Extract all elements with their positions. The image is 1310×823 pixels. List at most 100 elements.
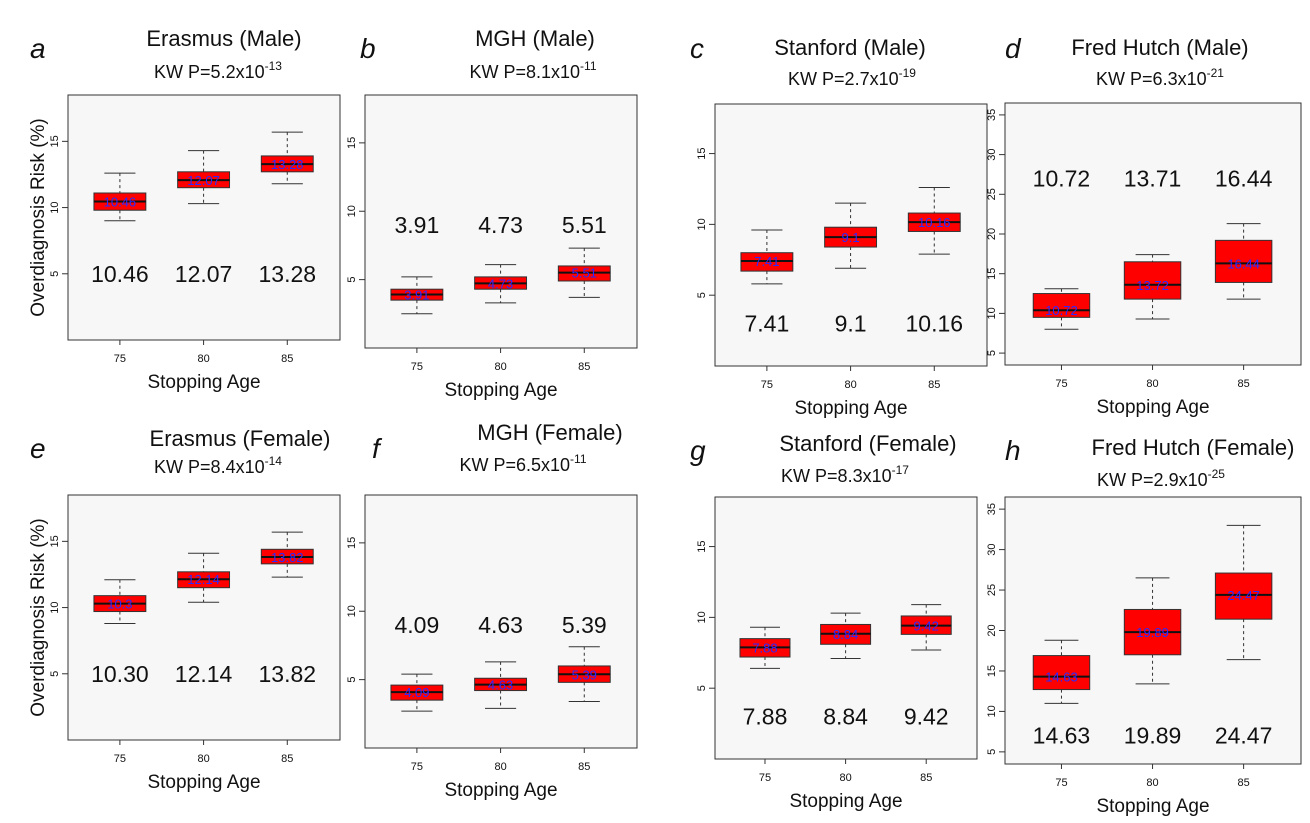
panel-letter: h [1005,435,1021,466]
median-label: 16.44 [1227,256,1260,271]
y-tick-label: 10 [346,605,358,617]
box-80: 19.89 19.89 80 [1124,577,1181,789]
kw-prefix: KW P=5.2x10 [154,62,265,82]
kw-prefix: KW P=6.5x10 [459,455,570,475]
x-tick-label: 85 [1237,777,1249,789]
median-annotation: 10.72 [1033,165,1091,191]
panel-letter: e [30,433,46,464]
panel-b: b MGH (Male) KW P=8.1x10-11 5 10 15 3.91 3.91 75… [346,26,638,401]
y-tick-label: 5 [696,685,708,691]
median-label: 4.63 [488,678,513,693]
x-tick-label: 80 [839,772,851,784]
y-tick-label: 10 [49,601,61,613]
x-axis-label: Stopping Age [1096,796,1209,817]
median-annotation: 13.82 [258,661,316,687]
box-85: 5.39 5.39 85 [557,612,611,773]
median-annotation: 10.46 [91,261,149,287]
x-tick-label: 75 [411,361,423,373]
median-label: 7.41 [754,254,779,269]
x-axis-label: Stopping Age [444,380,557,401]
x-tick-label: 75 [761,379,773,391]
x-tick-label: 75 [1055,378,1067,390]
y-tick-label: 15 [49,535,61,547]
y-tick-label: 5 [346,277,358,283]
box-body [1123,261,1182,300]
median-label: 19.89 [1136,625,1169,640]
x-tick-label: 80 [197,753,209,765]
y-axis-label: Overdiagnosis Risk (%) [28,518,49,717]
y-tick-label: 10 [696,218,708,230]
kw-exponent: -21 [1207,66,1225,80]
y-tick-label: 15 [986,268,998,280]
median-annotation: 9.1 [835,311,867,337]
kw-exponent: -11 [580,59,597,73]
median-label: 7.88 [752,640,777,655]
median-label: 13.82 [271,550,304,565]
y-tick-label: 15 [346,537,358,549]
y-tick-label: 10 [986,705,998,717]
x-tick-label: 85 [578,761,590,773]
median-annotation: 3.91 [395,212,440,238]
panel-letter: f [372,433,383,464]
box-85: 10.16 10.16 85 [905,187,963,391]
median-annotation: 12.07 [175,261,233,287]
x-tick-label: 75 [411,761,423,773]
box-80: 13.72 13.71 80 [1124,165,1182,390]
y-tick-label: 20 [986,624,998,636]
x-axis-label: Stopping Age [444,780,557,801]
y-tick-label: 30 [986,543,998,555]
median-annotation: 4.63 [478,612,523,638]
plot-frame [67,494,341,741]
box-80: 12.07 12.07 80 [175,150,233,365]
x-tick-label: 85 [281,353,293,365]
kw-exponent: -14 [265,454,283,468]
median-label: 12.14 [187,572,220,587]
x-tick-label: 80 [494,361,506,373]
median-annotation: 5.51 [562,212,607,238]
box-75: 10.46 10.46 75 [91,172,149,365]
kw-prefix: KW P=8.4x10 [154,457,265,477]
kw-prefix: KW P=8.1x10 [469,62,580,82]
box-75: 14.63 14.63 75 [1033,639,1090,789]
y-tick-label: 15 [696,147,708,159]
x-axis-label: Stopping Age [147,772,260,793]
kw-prefix: KW P=8.3x10 [781,466,892,486]
y-tick-label: 35 [986,109,998,121]
panel-letter: c [690,33,704,64]
box-80: 12.14 12.14 80 [175,552,233,765]
panel-title: Fred Hutch (Female) [1092,435,1295,460]
median-annotation: 4.09 [395,612,440,638]
y-tick-label: 15 [696,540,708,552]
kw-exponent: -13 [265,59,283,73]
box-body [1032,293,1091,318]
box-80: 4.63 4.63 80 [474,612,528,773]
panel-letter: b [360,33,376,64]
box-80: 9.1 9.1 80 [824,202,878,391]
x-axis-label: Stopping Age [789,791,902,812]
y-tick-label: 20 [986,228,998,240]
panel-letter: d [1005,33,1022,64]
median-label: 10.16 [918,215,951,230]
box-body [1214,572,1273,620]
kw-pvalue: KW P=8.4x10-14 [154,454,282,477]
panel-title: Stanford (Male) [774,35,926,60]
panel-title: MGH (Female) [477,420,622,445]
x-tick-label: 80 [1146,378,1158,390]
y-tick-label: 10 [696,611,708,623]
median-label: 12.07 [187,173,220,188]
median-label: 5.51 [572,266,597,281]
box-75: 7.41 7.41 75 [740,229,794,391]
x-tick-label: 85 [1237,378,1249,390]
x-axis-label: Stopping Age [1096,397,1209,418]
kw-pvalue: KW P=2.9x10-25 [1097,467,1225,490]
panel-d: d Fred Hutch (Male) KW P=6.3x10-21 5 10 15 20 2… [986,33,1302,418]
median-annotation: 10.30 [91,661,149,687]
median-annotation: 7.41 [745,311,790,337]
median-label: 4.09 [404,685,429,700]
median-annotation: 9.42 [904,704,949,730]
y-axis-label: Overdiagnosis Risk (%) [28,118,49,317]
plot-frame [1004,102,1302,366]
box-85: 13.82 13.82 85 [258,531,316,765]
box-80: 4.73 4.73 80 [474,212,528,373]
y-tick-label: 5 [986,749,998,755]
